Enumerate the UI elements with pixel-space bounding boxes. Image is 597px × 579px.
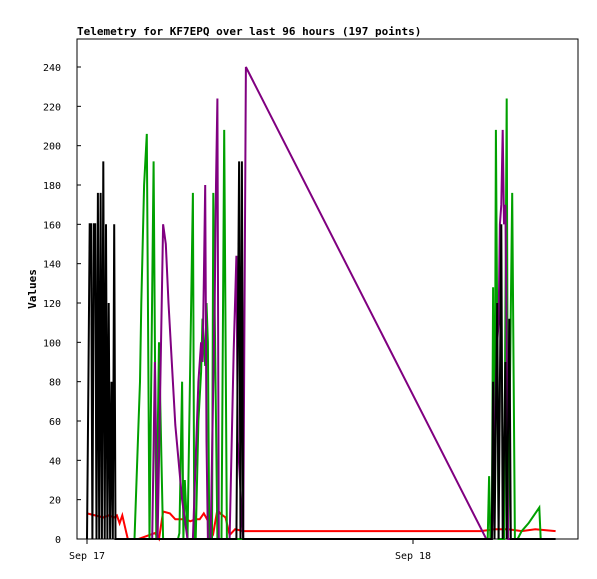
y-tick-label: 40 xyxy=(49,456,61,467)
y-tick-label: 0 xyxy=(55,535,61,546)
y-tick-label: 120 xyxy=(43,299,61,310)
x-tick-label: Sep 18 xyxy=(395,551,431,562)
y-tick-label: 220 xyxy=(43,102,61,113)
series-line xyxy=(86,161,556,540)
chart-title: Telemetry for KF7EPQ over last 96 hours … xyxy=(77,25,421,38)
y-tick-label: 140 xyxy=(43,260,61,271)
x-axis: Sep 17 Sep 18 xyxy=(69,539,431,562)
x-tick-label: Sep 17 xyxy=(69,551,105,562)
series-line xyxy=(116,66,511,540)
y-tick-label: 60 xyxy=(49,417,61,428)
series-layer xyxy=(86,66,556,542)
y-axis: 0 20 40 60 80 100 120 140 160 180 200 220 240 xyxy=(43,63,81,546)
y-tick-label: 20 xyxy=(49,496,61,507)
y-tick-label: 80 xyxy=(49,378,61,389)
y-axis-label: Values xyxy=(26,269,39,309)
y-tick-label: 160 xyxy=(43,220,61,231)
y-tick-label: 240 xyxy=(43,63,61,74)
y-tick-label: 200 xyxy=(43,142,61,153)
y-tick-label: 180 xyxy=(43,181,61,192)
y-tick-label: 100 xyxy=(43,338,61,349)
